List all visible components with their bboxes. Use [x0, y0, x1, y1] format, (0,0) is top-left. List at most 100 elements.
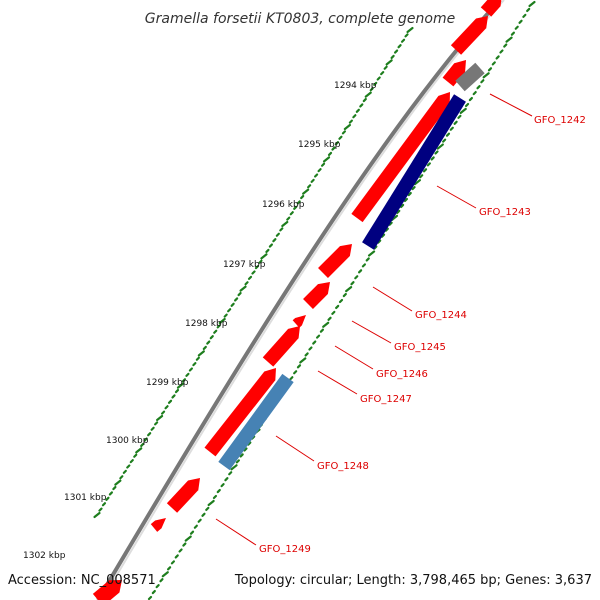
- outer-tick-dot: [156, 414, 164, 422]
- outer-tick-dot: [174, 388, 180, 394]
- forward-cds-arrow: [303, 282, 330, 309]
- outer-tick-dot: [135, 447, 143, 454]
- outer-tick-dot: [230, 302, 235, 307]
- outer-tick-dot: [293, 205, 298, 210]
- inner-tick-dot: [147, 595, 153, 600]
- inner-tick-dot: [159, 578, 164, 583]
- forward-cds-arrow: [262, 326, 300, 367]
- inner-tick-dot: [201, 512, 206, 517]
- outer-tick-dot: [195, 356, 200, 361]
- outer-tick-dot: [338, 135, 343, 140]
- outer-tick-dot: [129, 459, 134, 464]
- inner-tick-dot: [342, 292, 347, 298]
- outer-tick-dot: [150, 426, 155, 431]
- tick-dots: [93, 0, 536, 600]
- tick-label: 1296 kbp: [262, 200, 305, 210]
- inner-tick-dot: [239, 453, 244, 458]
- inner-tick-dot: [491, 61, 496, 66]
- outer-tick-dot: [108, 491, 114, 496]
- outer-tick-dot: [247, 275, 253, 280]
- inner-tick-dot: [457, 114, 462, 119]
- forward-cds-arrow: [480, 0, 502, 17]
- inner-tick-dot: [354, 275, 359, 280]
- reverse-cds-bar: [218, 373, 294, 471]
- inner-tick-dot: [503, 43, 508, 48]
- inner-tick-dot: [422, 168, 428, 173]
- tick-label: 1297 kbp: [223, 260, 266, 270]
- outer-tick-dot: [234, 297, 239, 302]
- inner-tick-dot: [361, 263, 367, 268]
- inner-tick-dot: [480, 79, 485, 84]
- inner-tick-dot: [216, 488, 221, 494]
- gene-labels: GFO_1242 GFO_1243 GFO_1244 GFO_1245 GFO_1246…: [259, 115, 586, 555]
- inner-tick-dot: [197, 518, 202, 523]
- inner-tick-dot: [426, 162, 431, 167]
- outer-tick-dot: [281, 220, 289, 228]
- gene-label: GFO_1247: [360, 394, 412, 405]
- outer-tick-dot: [307, 184, 312, 189]
- accession-text: Accession: NC_008571: [8, 573, 156, 588]
- outer-tick-dot: [334, 141, 340, 146]
- inner-tick-dot: [436, 143, 444, 150]
- outer-tick-dot: [239, 285, 247, 292]
- outer-tick-dot: [227, 308, 232, 313]
- inner-tick-dot: [449, 126, 454, 131]
- outer-tick-dot: [251, 270, 256, 275]
- genome-backbone-shadow: [101, 0, 505, 600]
- inner-tick-dot: [327, 316, 332, 321]
- inner-tick-dot: [358, 269, 363, 274]
- outer-tick-dot: [406, 26, 414, 34]
- inner-tick-dot: [411, 186, 416, 191]
- inner-tick-dot: [464, 102, 470, 108]
- tick-label: 1301 kbp: [64, 493, 107, 503]
- outer-tick-dot: [310, 178, 315, 183]
- outer-tick-dot: [322, 156, 331, 163]
- outer-tick-dot: [380, 71, 385, 76]
- outer-tick-dot: [143, 437, 148, 442]
- outer-tick-dot: [317, 168, 322, 173]
- inner-tick-dot: [243, 447, 248, 452]
- outer-tick-dot: [93, 511, 101, 519]
- outer-tick-dot: [260, 253, 268, 260]
- outer-tick-dot: [348, 119, 353, 124]
- inner-tick-dot: [400, 203, 405, 209]
- reverse-cds-bar: [362, 94, 466, 250]
- inner-tick-dot: [459, 107, 467, 115]
- gene-label: GFO_1242: [534, 115, 586, 126]
- outer-tick-dot: [355, 108, 360, 113]
- tick-label: 1302 kbp: [23, 551, 66, 561]
- outer-tick-dot: [296, 200, 301, 205]
- outer-tick-dot: [327, 151, 333, 157]
- outer-tick-dot: [397, 44, 402, 49]
- inner-tick-dot: [319, 328, 324, 333]
- inner-tick-dot: [312, 340, 317, 345]
- genome-backbone: [96, 0, 502, 600]
- inner-tick-dot: [228, 471, 233, 476]
- outer-tick-dot: [160, 410, 166, 415]
- outer-tick-dot: [369, 87, 374, 92]
- outer-tick-dot: [268, 243, 273, 248]
- outer-tick-dot: [237, 291, 242, 297]
- inner-tick-dot: [528, 0, 536, 8]
- outer-tick-dot: [400, 38, 406, 43]
- outer-tick-dot: [216, 324, 221, 329]
- inner-tick-dot: [161, 571, 169, 578]
- tick-label: 1295 kbp: [298, 140, 341, 150]
- inner-tick-dot: [396, 209, 401, 214]
- gene-label-lines: [215, 93, 533, 546]
- inner-tick-dot: [205, 506, 210, 511]
- outer-tick-dot: [171, 394, 176, 399]
- genome-summary: Topology: circular; Length: 3,798,465 bp…: [234, 573, 592, 588]
- outer-tick-dot: [393, 49, 399, 54]
- outer-tick-dot: [254, 265, 260, 270]
- forward-cds-arrow: [166, 478, 200, 513]
- gray-feature: [455, 62, 485, 92]
- inner-tick-dot: [345, 286, 353, 293]
- outer-tick-dot: [244, 281, 249, 286]
- inner-tick-dot: [514, 25, 519, 30]
- tick-label: 1299 kbp: [146, 378, 189, 388]
- inner-tick-dot: [407, 191, 412, 197]
- gene-label-line: [372, 286, 413, 312]
- inner-tick-dot: [289, 376, 294, 381]
- outer-tick-dot: [147, 432, 152, 437]
